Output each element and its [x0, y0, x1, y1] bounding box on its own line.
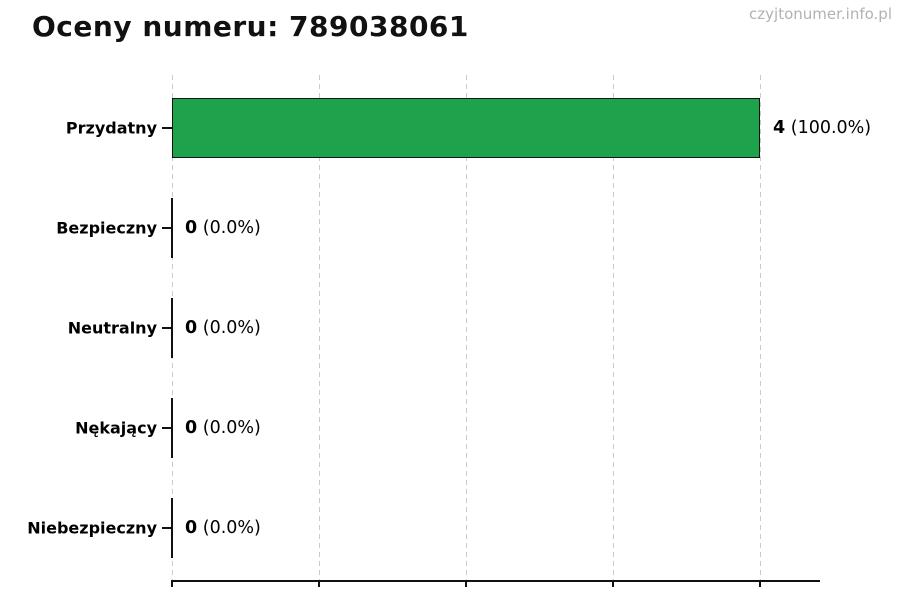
bar-value-label: 0 (0.0%)	[185, 318, 261, 338]
bar-row: Bezpieczny 0 (0.0%)	[56, 198, 820, 258]
bar-value-label: 0 (0.0%)	[185, 418, 261, 438]
bar-row: Niebezpieczny 0 (0.0%)	[27, 498, 820, 558]
chart-title: Oceny numeru: 789038061	[32, 10, 469, 43]
y-tick-mark	[162, 327, 172, 329]
bar-percent: (100.0%)	[785, 118, 872, 138]
zero-width-bar	[171, 198, 173, 258]
bar-value: 4	[773, 118, 786, 138]
bar-value-label: 0 (0.0%)	[185, 518, 261, 538]
y-tick-mark	[162, 527, 172, 529]
bar-value: 0	[185, 518, 198, 538]
category-label: Nękający	[75, 418, 157, 438]
y-tick-mark	[162, 227, 172, 229]
x-tick-mark	[171, 580, 173, 587]
category-label: Przydatny	[65, 118, 157, 138]
bar-row: Przydatny 4 (100.0%)	[66, 98, 871, 158]
y-tick-mark	[162, 127, 172, 129]
bar-percent: (0.0%)	[197, 518, 261, 538]
site-watermark: czyjtonumer.info.pl	[749, 5, 892, 23]
x-tick-mark	[318, 580, 320, 587]
zero-width-bar	[171, 298, 173, 358]
bar-value-label: 4 (100.0%)	[773, 118, 871, 138]
bar	[172, 98, 760, 158]
bar-value: 0	[185, 318, 198, 338]
zero-width-bar	[171, 498, 173, 558]
bar-value: 0	[185, 418, 198, 438]
x-tick-mark	[465, 580, 467, 587]
x-tick-mark	[612, 580, 614, 587]
x-gridline	[760, 75, 761, 580]
zero-width-bar	[171, 398, 173, 458]
x-gridline	[319, 75, 320, 580]
category-label: Niebezpieczny	[27, 518, 157, 538]
category-label: Neutralny	[67, 318, 157, 338]
bar-chart-plot-area: Przydatny 4 (100.0%) Bezpieczny 0 (0.0%) Neu…	[27, 75, 871, 587]
x-gridline	[613, 75, 614, 580]
bar-value: 0	[185, 218, 198, 238]
bar-percent: (0.0%)	[197, 318, 261, 338]
bar-value-label: 0 (0.0%)	[185, 218, 261, 238]
bar-percent: (0.0%)	[197, 418, 261, 438]
bar-percent: (0.0%)	[197, 218, 261, 238]
x-gridline	[466, 75, 467, 580]
bar-row: Nękający 0 (0.0%)	[75, 398, 820, 458]
x-tick-mark	[759, 580, 761, 587]
y-tick-mark	[162, 427, 172, 429]
category-label: Bezpieczny	[56, 218, 157, 238]
bar-row: Neutralny 0 (0.0%)	[68, 298, 820, 358]
